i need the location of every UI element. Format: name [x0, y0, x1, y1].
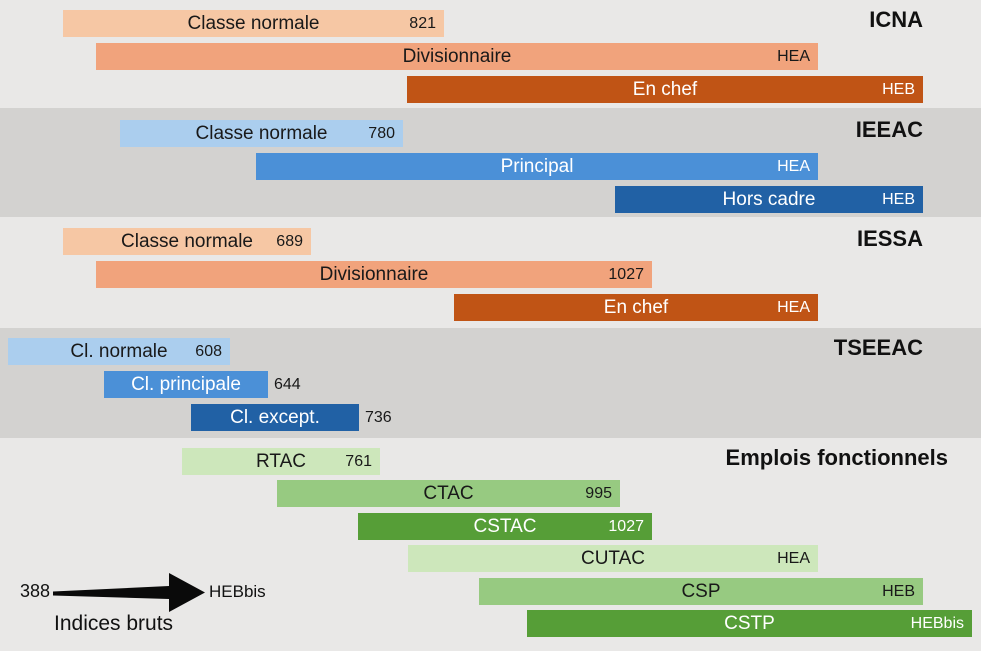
grade-bar-end-value: 995	[585, 484, 612, 502]
group-title-iessa: IESSA	[856, 226, 923, 251]
grade-bar-label: En chef	[632, 79, 698, 100]
grade-bar-end-value: HEB	[882, 190, 915, 208]
grade-bar-end-value: 689	[276, 232, 303, 250]
grade-bar-label: CUTAC	[580, 548, 646, 569]
grade-bar-emplois-fonctionnels-cutac: CUTAC HEA	[408, 545, 818, 572]
grade-bar-emplois-fonctionnels-cstp: CSTP HEBbis	[527, 610, 972, 637]
grade-bar-ieeac-hors-cadre: Hors cadre HEB	[615, 186, 923, 213]
grade-bar-label: Divisionnaire	[402, 46, 512, 67]
grade-bar-label: Hors cadre	[722, 189, 816, 210]
axis-max-value: HEBbis	[209, 582, 266, 601]
grade-bar-label: En chef	[603, 297, 669, 318]
grade-bar-emplois-fonctionnels-cstac: CSTAC 1027	[358, 513, 652, 540]
grade-bar-icna-divisionnaire: Divisionnaire HEA	[96, 43, 818, 70]
grade-bar-end-value: HEA	[777, 549, 810, 567]
grade-bar-end-value: 780	[368, 124, 395, 142]
grade-bar-iessa-en-chef: En chef HEA	[454, 294, 818, 321]
grade-bar-end-value: HEA	[777, 157, 810, 175]
grade-bar-emplois-fonctionnels-ctac: CTAC 995	[277, 480, 620, 507]
group-title-tseeac: TSEEAC	[833, 335, 923, 360]
grade-bar-tseeac-cl-except: Cl. except. 736	[191, 404, 392, 431]
grade-bar-end-value: 1027	[608, 265, 644, 283]
grade-bar-iessa-divisionnaire: Divisionnaire 1027	[96, 261, 652, 288]
grade-bar-end-value: 821	[409, 14, 436, 32]
grade-bar-label: Classe normale	[121, 231, 253, 252]
group-title-icna: ICNA	[869, 7, 923, 32]
grade-bar-label: CTAC	[423, 483, 474, 504]
grade-bar-label: Principal	[500, 156, 574, 177]
grade-bar-label: Cl. principale	[131, 374, 241, 395]
grade-bar-iessa-classe-normale: Classe normale 689	[63, 228, 311, 255]
grade-bar-label: CSP	[681, 581, 721, 602]
group-title-emplois-fonctionnels: Emplois fonctionnels	[725, 445, 948, 470]
grade-bar-icna-classe-normale: Classe normale 821	[63, 10, 444, 37]
grade-bar-end-value: 644	[274, 375, 301, 393]
grade-bar-end-value: 608	[195, 342, 222, 360]
axis-min-value: 388	[20, 581, 51, 601]
grade-bar-label: Classe normale	[187, 13, 320, 34]
grade-bar-end-value: HEA	[777, 47, 810, 65]
grade-bar-ieeac-classe-normale: Classe normale 780	[120, 120, 403, 147]
group-title-ieeac: IEEAC	[855, 117, 923, 142]
grade-bar-end-value: HEBbis	[910, 614, 964, 632]
grade-bar-tseeac-cl-normale: Cl. normale 608	[8, 338, 230, 365]
axis-title: Indices bruts	[54, 612, 174, 635]
grade-bar-label: Classe normale	[195, 123, 328, 144]
grade-bar-label: RTAC	[256, 451, 306, 472]
grade-bar-end-value: HEB	[882, 80, 915, 98]
grade-bar-tseeac-cl-principale: Cl. principale 644	[104, 371, 301, 398]
grade-bar-label: Cl. except.	[230, 407, 320, 428]
grade-bar-end-value: HEA	[777, 298, 810, 316]
grade-bar-end-value: HEB	[882, 582, 915, 600]
grade-bar-label: CSTAC	[473, 516, 537, 537]
grade-bar-ieeac-principal: Principal HEA	[256, 153, 818, 180]
grade-bar-end-value: 736	[365, 408, 392, 426]
grade-bar-label: CSTP	[724, 613, 775, 634]
grade-bar-emplois-fonctionnels-csp: CSP HEB	[479, 578, 923, 605]
grade-bar-icna-en-chef: En chef HEB	[407, 76, 923, 103]
grade-bar-label: Divisionnaire	[319, 264, 429, 285]
grade-bar-end-value: 761	[345, 452, 372, 470]
grade-bar-label: Cl. normale	[70, 341, 168, 362]
axis-direction-arrow-icon	[53, 573, 205, 612]
grade-bar-emplois-fonctionnels-rtac: RTAC 761	[182, 448, 380, 475]
grade-bar-end-value: 1027	[608, 517, 644, 535]
